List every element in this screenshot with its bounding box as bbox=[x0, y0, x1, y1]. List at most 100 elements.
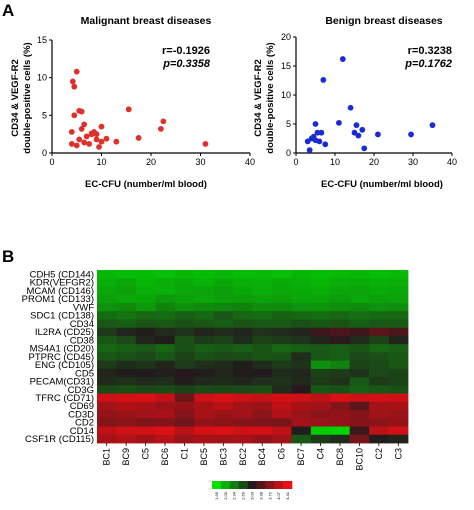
heatmap-cell bbox=[271, 385, 292, 394]
heatmap-row-label: CD34 bbox=[70, 319, 94, 330]
heatmap-cell bbox=[291, 377, 312, 386]
heatmap-col-label: BC8 bbox=[335, 448, 345, 466]
heatmap-cell bbox=[310, 393, 331, 403]
heatmap-cell bbox=[252, 327, 273, 337]
heatmap-cell bbox=[291, 319, 312, 329]
heatmap-cell bbox=[194, 401, 215, 411]
heatmap-cell bbox=[349, 344, 370, 353]
heatmap-cell bbox=[174, 418, 195, 427]
heatmap-cell bbox=[135, 377, 156, 386]
heatmap-cell bbox=[194, 410, 215, 419]
heatmap-cell bbox=[233, 278, 253, 287]
heatmap-cell bbox=[213, 352, 234, 362]
heatmap-cell bbox=[155, 418, 176, 427]
benign-data-point bbox=[375, 131, 381, 138]
heatmap-cell bbox=[116, 319, 137, 329]
heatmap-cell bbox=[369, 426, 389, 436]
heatmap-cell bbox=[369, 286, 389, 296]
heatmap-row-label: TFRC (CD71) bbox=[35, 393, 94, 404]
heatmap-cell bbox=[174, 327, 195, 337]
color-scale-swatch bbox=[274, 481, 284, 489]
heatmap-col-label: C6 bbox=[277, 448, 287, 460]
heatmap-col-label: BC1 bbox=[102, 448, 112, 466]
benign-data-point bbox=[312, 121, 319, 127]
heatmap-cell bbox=[213, 393, 234, 403]
benign-y-tick-label: 15 bbox=[281, 61, 291, 71]
malignant-data-point bbox=[202, 141, 209, 147]
heatmap-cell bbox=[271, 418, 292, 427]
heatmap-cell bbox=[310, 319, 331, 329]
malignant-y-tick-label: 0 bbox=[42, 148, 47, 158]
heatmap-cell bbox=[174, 377, 195, 386]
heatmap-cell bbox=[135, 294, 156, 304]
heatmap-cell bbox=[310, 352, 331, 362]
heatmap-row-label: CD3D bbox=[68, 409, 94, 420]
heatmap-cell bbox=[155, 344, 176, 353]
heatmap-cell bbox=[330, 410, 351, 419]
heatmap-cell bbox=[369, 335, 389, 345]
heatmap-cell bbox=[233, 377, 253, 386]
heatmap-cell bbox=[349, 270, 370, 279]
heatmap-cell bbox=[369, 393, 389, 403]
heatmap-cell bbox=[135, 302, 156, 312]
heatmap-cell bbox=[97, 302, 117, 312]
heatmap-cell bbox=[388, 410, 409, 419]
color-scale-label: 2.34 bbox=[232, 491, 237, 500]
heatmap-cell bbox=[291, 434, 312, 444]
malignant-y-tick-label: 10 bbox=[37, 73, 47, 83]
heatmap-cell bbox=[174, 434, 195, 444]
heatmap-cell bbox=[97, 410, 117, 419]
heatmap-cell bbox=[97, 286, 117, 296]
heatmap-cell bbox=[349, 385, 370, 394]
heatmap-cell bbox=[135, 319, 156, 329]
panel-b-letter: B bbox=[2, 247, 14, 266]
heatmap-cell bbox=[155, 270, 176, 279]
heatmap-cell bbox=[97, 401, 117, 411]
heatmap-cell bbox=[388, 434, 409, 444]
heatmap-cell bbox=[310, 410, 331, 419]
heatmap-cell bbox=[271, 344, 292, 353]
benign-r-value: r=0.3238 bbox=[408, 45, 452, 57]
heatmap-cell bbox=[174, 294, 195, 304]
heatmap-cell bbox=[349, 335, 370, 345]
heatmap-cell bbox=[330, 434, 351, 444]
heatmap-cell bbox=[155, 434, 176, 444]
heatmap-cell bbox=[388, 368, 409, 378]
benign-x-tick-label: 10 bbox=[330, 157, 340, 167]
heatmap-cell bbox=[310, 418, 331, 427]
heatmap-cell bbox=[369, 434, 389, 444]
heatmap-cell bbox=[233, 368, 253, 378]
benign-ylabel-line1: CD34 & VEGF-R2 bbox=[253, 59, 264, 137]
heatmap-cell bbox=[213, 360, 234, 370]
heatmap-cell bbox=[194, 352, 215, 362]
heatmap-cell bbox=[135, 335, 156, 345]
color-scale-swatch bbox=[283, 481, 293, 489]
heatmap-cell bbox=[116, 360, 137, 370]
heatmap-cell bbox=[291, 294, 312, 304]
heatmap-cell bbox=[116, 368, 137, 378]
heatmap-cell bbox=[135, 410, 156, 419]
malignant-data-point bbox=[78, 108, 85, 115]
heatmap-cell bbox=[330, 327, 351, 337]
heatmap-cell bbox=[233, 401, 253, 411]
heatmap-cell bbox=[291, 311, 312, 320]
heatmap-cell bbox=[271, 360, 292, 370]
heatmap-cell bbox=[291, 360, 312, 370]
heatmap-cell bbox=[194, 385, 215, 394]
heatmap-cell bbox=[310, 286, 331, 296]
heatmap-cell bbox=[116, 335, 137, 345]
heatmap-cell bbox=[349, 360, 370, 370]
heatmap-cell bbox=[116, 410, 137, 419]
benign-data-point bbox=[361, 145, 368, 152]
heatmap-cell bbox=[155, 410, 176, 419]
heatmap-cell bbox=[233, 335, 253, 345]
malignant-p-value: p=0.3358 bbox=[162, 58, 211, 70]
heatmap-cell bbox=[310, 385, 331, 394]
heatmap-cell bbox=[116, 393, 137, 403]
heatmap-cell bbox=[388, 344, 409, 353]
heatmap-cell bbox=[291, 352, 312, 362]
heatmap-cell bbox=[135, 344, 156, 353]
heatmap-cell bbox=[271, 311, 292, 320]
heatmap-cell bbox=[369, 401, 389, 411]
heatmap-cell bbox=[330, 368, 351, 378]
